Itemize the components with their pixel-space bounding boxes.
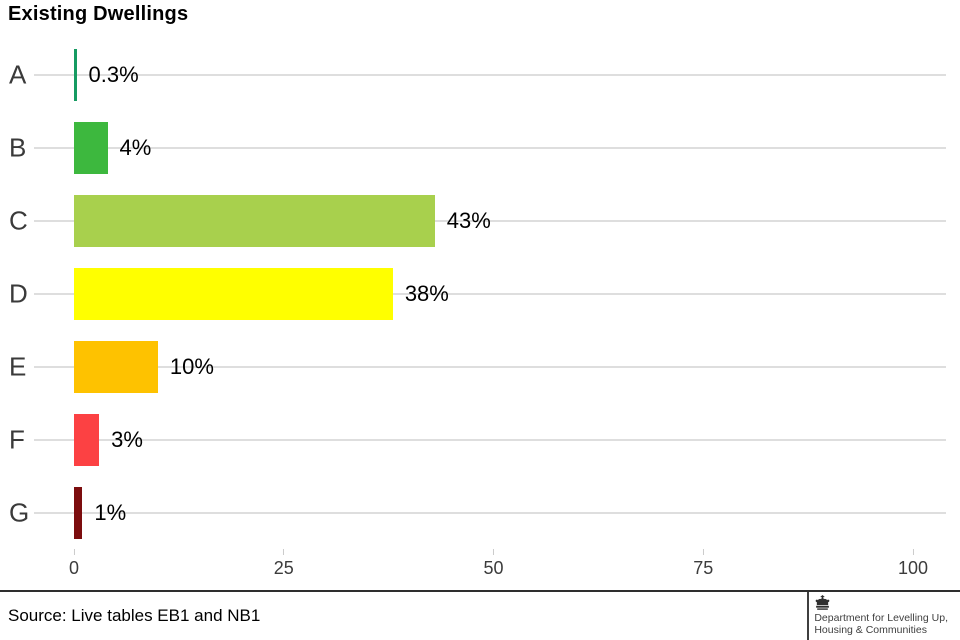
tick-mark — [702, 549, 704, 555]
department-name-line2: Housing & Communities — [814, 624, 927, 637]
x-tick-label: 75 — [693, 558, 714, 578]
bar-row: D 38% — [0, 257, 960, 330]
gridline — [34, 73, 946, 76]
category-label: G — [9, 497, 30, 527]
bar-row: B 4% — [0, 111, 960, 184]
tick-mark — [912, 549, 914, 555]
bar — [74, 121, 108, 174]
bar — [74, 48, 77, 101]
x-axis-tick: 100 — [898, 549, 928, 579]
value-label: 43% — [446, 207, 491, 233]
bar — [74, 340, 158, 393]
dluhc-logo: Department for Levelling Up, Housing & C… — [807, 592, 960, 640]
x-axis: 0 25 50 75 100 — [0, 549, 960, 589]
x-tick-label: 25 — [273, 558, 294, 578]
bar-row: A 0.3% — [0, 38, 960, 111]
department-name-line1: Department for Levelling Up, — [814, 612, 948, 624]
category-label: D — [9, 278, 28, 308]
value-label: 38% — [404, 280, 449, 306]
x-axis-tick: 50 — [483, 549, 504, 579]
gridline — [34, 219, 946, 222]
tick-mark — [73, 549, 75, 555]
x-tick-label: 0 — [68, 558, 80, 578]
bar-row: C 43% — [0, 184, 960, 257]
bar-chart: A 0.3% B 4% C 43% D 38% E 10% — [0, 38, 960, 549]
tick-mark — [493, 549, 494, 555]
x-axis-tick: 75 — [693, 549, 713, 579]
source-note: Source: Live tables EB1 and NB1 — [8, 606, 261, 625]
bar-row: G 1% — [0, 476, 960, 549]
category-label: E — [9, 351, 27, 381]
bar-row: E 10% — [0, 330, 960, 403]
chart-title: Existing Dwellings — [8, 3, 189, 25]
gridline — [34, 292, 946, 295]
gridline — [34, 365, 946, 368]
gridline — [34, 511, 946, 514]
x-tick-label: 100 — [897, 558, 929, 578]
x-tick-label: 50 — [483, 558, 504, 578]
bar — [74, 413, 100, 466]
category-label: B — [9, 132, 27, 162]
gridline — [34, 146, 946, 149]
value-label: 1% — [94, 499, 127, 525]
bar — [74, 486, 83, 539]
tick-mark — [283, 549, 285, 555]
value-label: 4% — [119, 134, 152, 160]
bar — [74, 194, 435, 247]
gridline — [34, 438, 946, 441]
bar — [74, 267, 393, 320]
x-axis-tick: 0 — [69, 549, 79, 579]
value-label: 0.3% — [88, 61, 139, 87]
category-label: F — [9, 424, 25, 454]
royal-crest-icon — [815, 595, 830, 610]
value-label: 10% — [169, 353, 214, 379]
footer: Source: Live tables EB1 and NB1 Departme… — [0, 590, 960, 640]
bar-row: F 3% — [0, 403, 960, 476]
category-label: A — [9, 59, 27, 89]
logo-divider — [807, 592, 810, 640]
x-axis-tick: 25 — [274, 549, 294, 579]
value-label: 3% — [111, 426, 143, 452]
category-label: C — [9, 205, 28, 235]
